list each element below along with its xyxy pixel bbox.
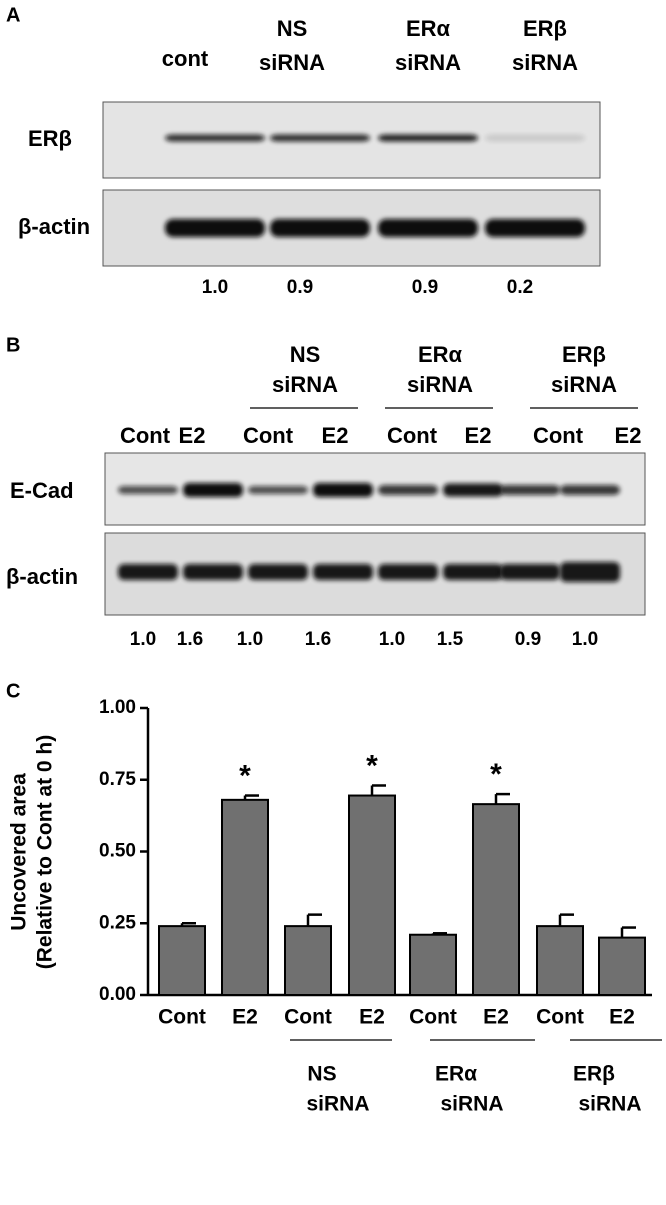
- group-label: NS: [307, 1063, 336, 1086]
- ratio-label: 1.5: [437, 629, 464, 650]
- x-tick-label: Cont: [158, 1006, 206, 1029]
- lane-label: siRNA: [395, 50, 461, 75]
- blot-band: [560, 485, 620, 495]
- blot-band: [443, 564, 503, 580]
- blot-band: [118, 564, 178, 580]
- blot-band: [313, 483, 373, 497]
- lane-label: Cont: [120, 423, 171, 448]
- bar: [348, 794, 396, 996]
- group-label: ERβ: [562, 342, 606, 367]
- x-tick-label: E2: [483, 1006, 509, 1029]
- group-label: ERα: [435, 1063, 477, 1086]
- lane-label: E2: [615, 423, 642, 448]
- x-tick-label: Cont: [536, 1006, 584, 1029]
- lane-label: siRNA: [259, 50, 325, 75]
- y-tick-label: 1.00: [99, 697, 136, 718]
- x-tick-label: Cont: [284, 1006, 332, 1029]
- ratio-label: 0.9: [287, 277, 313, 298]
- lane-label: E2: [322, 423, 349, 448]
- lane-label: Cont: [243, 423, 294, 448]
- blot-band: [378, 134, 478, 142]
- group-label: NS: [290, 342, 321, 367]
- blot-band: [485, 219, 585, 237]
- ratio-label: 0.9: [412, 277, 438, 298]
- group-label: ERα: [418, 342, 463, 367]
- y-tick-label: 0.50: [99, 841, 136, 862]
- row-label: E-Cad: [10, 478, 74, 503]
- blot-band: [378, 485, 438, 495]
- blot-band: [313, 564, 373, 580]
- x-tick-label: E2: [359, 1006, 385, 1029]
- blot-band: [248, 564, 308, 580]
- ratio-label: 1.6: [177, 629, 203, 650]
- lane-label: E2: [465, 423, 492, 448]
- row-label: ERβ: [28, 126, 72, 151]
- ratio-label: 1.0: [379, 629, 405, 650]
- x-tick-label: E2: [232, 1006, 258, 1029]
- group-label: siRNA: [440, 1093, 503, 1116]
- y-tick-label: 0.25: [99, 912, 136, 933]
- bar: [536, 925, 584, 996]
- lane-label: siRNA: [512, 50, 578, 75]
- ratio-label: 0.9: [515, 629, 541, 650]
- blot-band: [378, 564, 438, 580]
- ratio-label: 1.0: [202, 277, 228, 298]
- y-tick-label: 0.00: [99, 984, 136, 1005]
- panel-label: B: [6, 334, 20, 356]
- x-tick-label: E2: [609, 1006, 635, 1029]
- ratio-label: 1.0: [572, 629, 598, 650]
- group-label: siRNA: [407, 372, 473, 397]
- row-label: β-actin: [18, 214, 90, 239]
- blot-band: [248, 486, 308, 494]
- lane-label: ERβ: [523, 16, 567, 41]
- blot-band: [378, 219, 478, 237]
- bar: [221, 798, 269, 997]
- ratio-label: 0.2: [507, 277, 533, 298]
- y-axis-label: (Relative to Cont at 0 h): [34, 735, 57, 970]
- blot-band: [118, 486, 178, 494]
- lane-label: NS: [277, 16, 308, 41]
- bar: [284, 925, 332, 996]
- row-label: β-actin: [6, 564, 78, 589]
- group-label: siRNA: [306, 1093, 369, 1116]
- blot-band: [183, 483, 243, 497]
- bar: [598, 936, 646, 996]
- y-axis-label: Uncovered area: [8, 773, 31, 931]
- blot-band: [500, 564, 560, 580]
- panel-label: C: [6, 680, 20, 702]
- blot-band: [270, 219, 370, 237]
- group-label: siRNA: [578, 1093, 641, 1116]
- ratio-label: 1.0: [237, 629, 263, 650]
- x-tick-label: Cont: [409, 1006, 457, 1029]
- blot-band: [443, 483, 503, 497]
- lane-label: Cont: [387, 423, 438, 448]
- significance-marker: *: [239, 759, 251, 792]
- lane-label: E2: [179, 423, 206, 448]
- lane-label: Cont: [533, 423, 584, 448]
- group-label: siRNA: [551, 372, 617, 397]
- group-label: siRNA: [272, 372, 338, 397]
- blot-band: [165, 134, 265, 142]
- ratio-label: 1.6: [305, 629, 331, 650]
- panel-label: A: [6, 4, 20, 26]
- blot-band: [165, 219, 265, 237]
- blot-band: [270, 134, 370, 142]
- blot-band: [183, 564, 243, 580]
- significance-marker: *: [366, 749, 378, 782]
- group-label: ERβ: [573, 1063, 615, 1086]
- significance-marker: *: [490, 758, 502, 791]
- bar: [158, 925, 206, 996]
- ratio-label: 1.0: [130, 629, 156, 650]
- bar: [409, 933, 457, 996]
- bar: [472, 803, 520, 997]
- blot-band: [560, 562, 620, 582]
- y-tick-label: 0.75: [99, 769, 136, 790]
- blot-band: [485, 134, 585, 142]
- lane-label: cont: [162, 46, 209, 71]
- lane-label: ERα: [406, 16, 451, 41]
- blot-band: [500, 485, 560, 495]
